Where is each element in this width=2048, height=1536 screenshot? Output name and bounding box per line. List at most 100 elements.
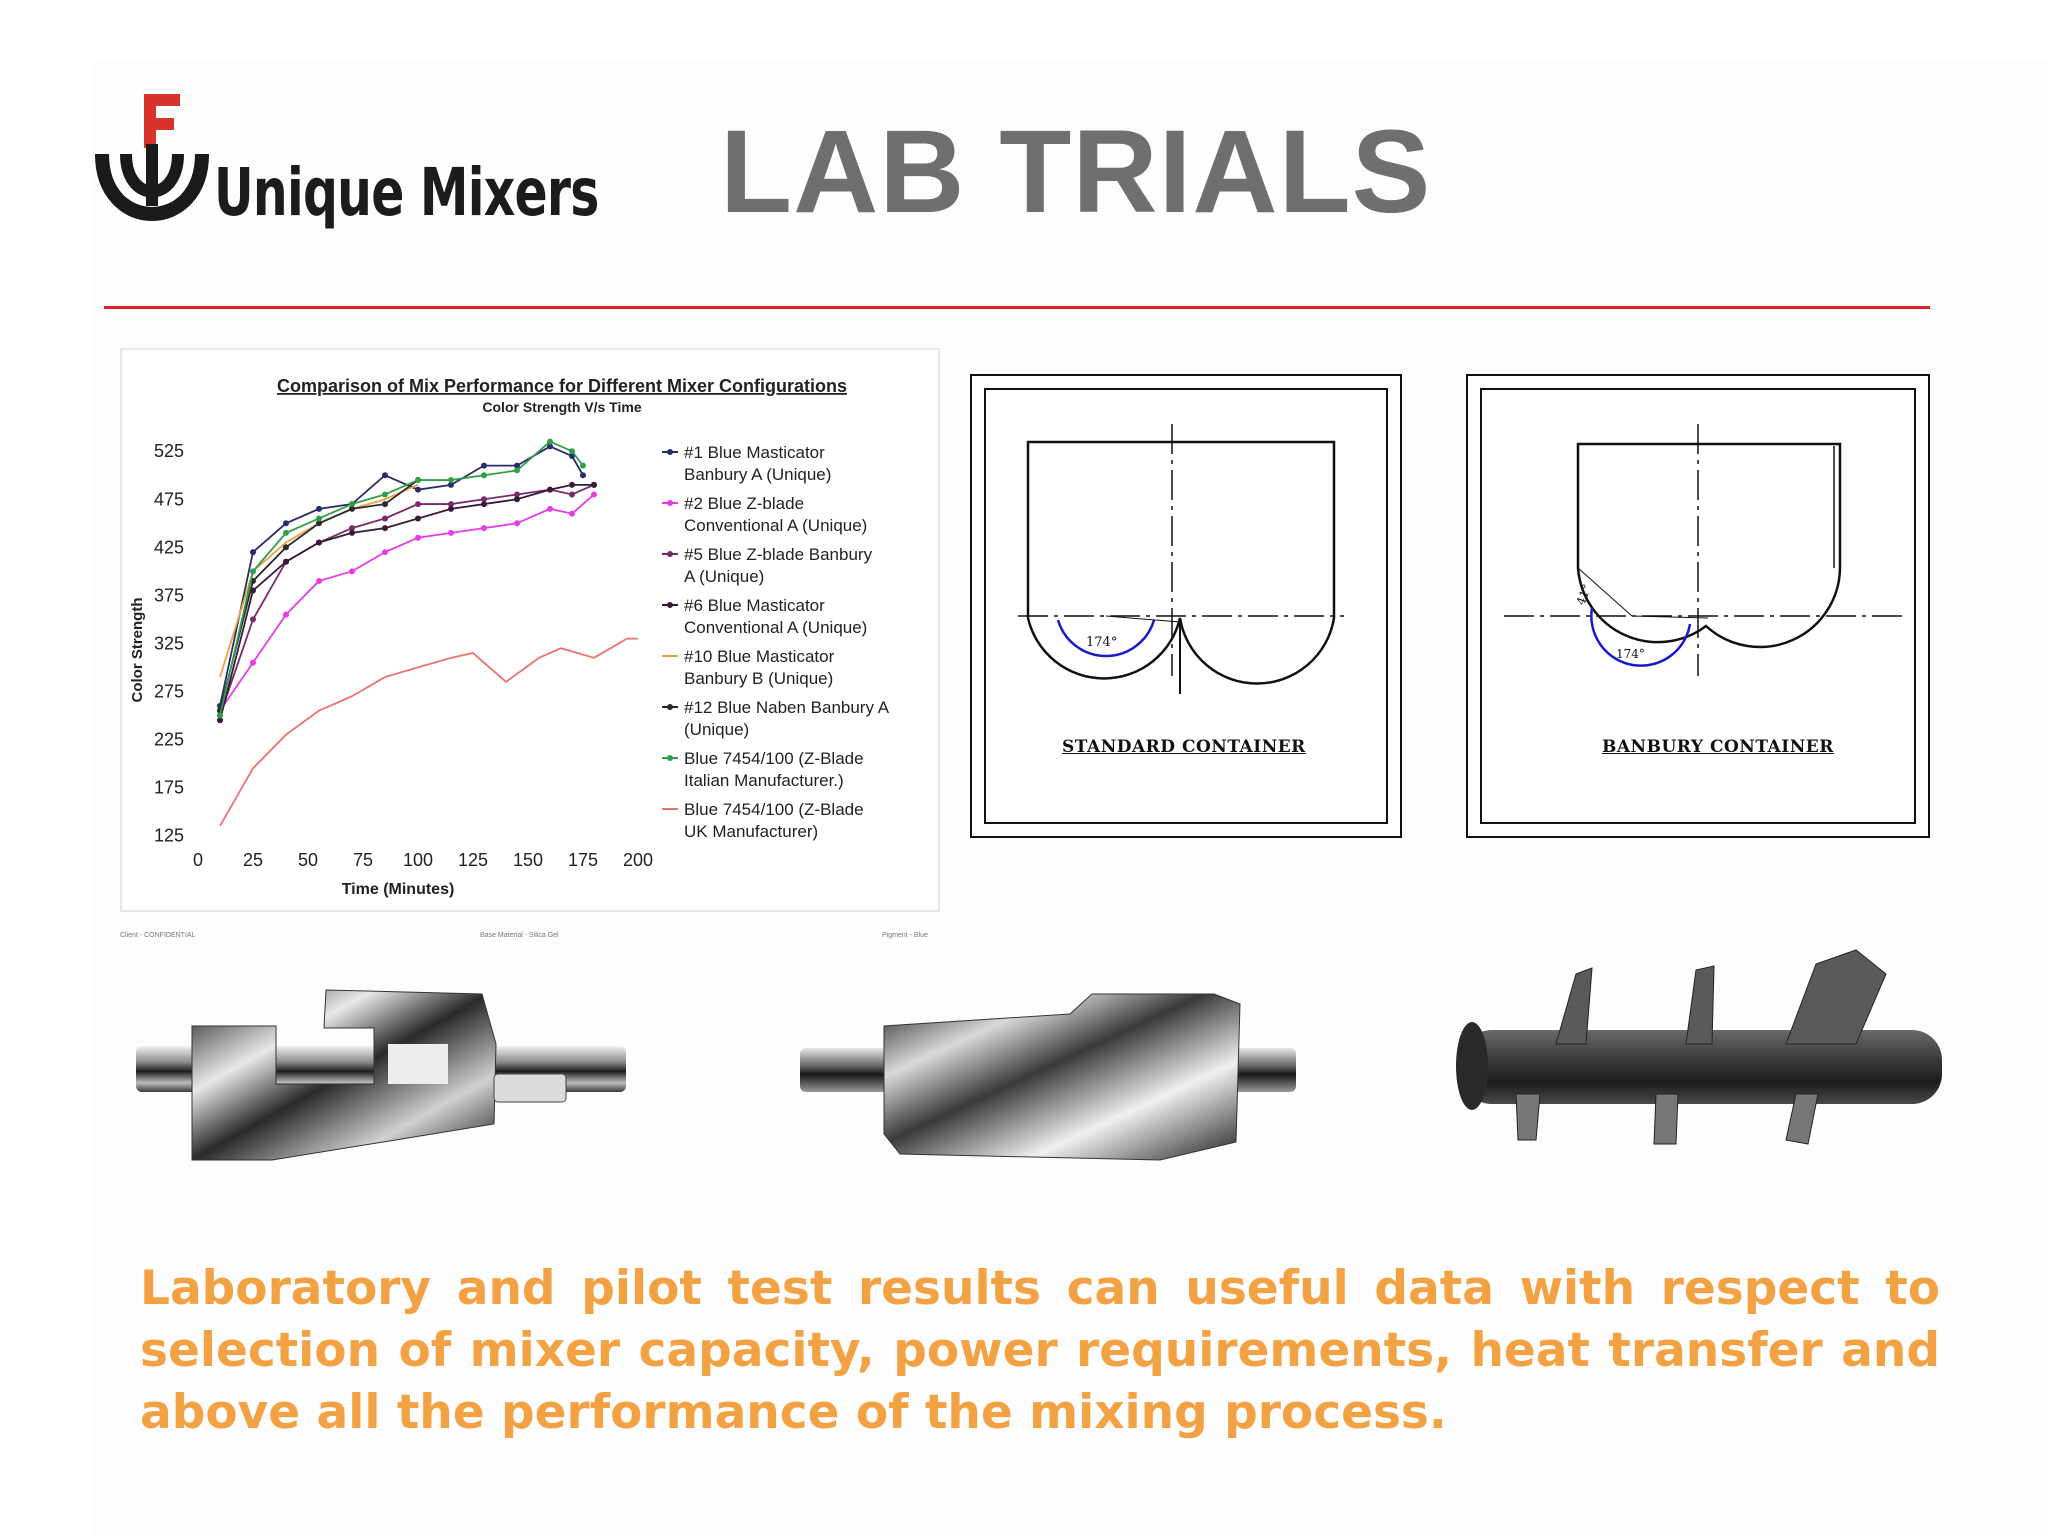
data-point xyxy=(316,577,322,584)
sigma-z-blade-icon xyxy=(136,989,626,1161)
data-point xyxy=(382,549,388,556)
masticator-blade-icon xyxy=(800,993,1296,1161)
series-line xyxy=(219,483,594,721)
data-point xyxy=(448,501,454,508)
x-tick-label: 175 xyxy=(568,850,598,870)
x-tick-label: 100 xyxy=(403,850,433,870)
chart-footer-right: Pigment - Blue xyxy=(882,932,928,939)
y-tick-label: 375 xyxy=(154,585,184,605)
chart-canvas: Comparison of Mix Performance for Differ… xyxy=(129,376,890,898)
data-point xyxy=(415,486,421,493)
data-point xyxy=(481,525,487,532)
legend-label: Blue 7454/100 (Z-Blade Italian Manufactur… xyxy=(684,749,864,790)
x-axis-label: Time (Minutes) xyxy=(342,881,455,898)
data-point xyxy=(349,525,355,532)
legend-label: #10 Blue Masticator Banbury B (Unique) xyxy=(684,647,835,688)
data-point xyxy=(250,568,256,575)
data-point xyxy=(316,539,322,546)
data-point xyxy=(250,616,256,623)
data-point xyxy=(448,481,454,488)
data-point xyxy=(481,472,487,479)
data-point xyxy=(569,481,575,488)
data-point xyxy=(514,496,520,503)
data-point xyxy=(448,477,454,484)
data-point xyxy=(415,534,421,541)
data-point xyxy=(415,501,421,508)
banbury-container-icon: 174° 41° xyxy=(1504,424,1908,676)
data-point xyxy=(217,717,223,724)
data-point xyxy=(547,438,553,445)
data-point xyxy=(349,568,355,575)
y-tick-label: 275 xyxy=(154,681,184,701)
legend-label: Blue 7454/100 (Z-Blade UK Manufacturer) xyxy=(684,800,864,841)
data-point xyxy=(448,505,454,512)
x-tick-label: 50 xyxy=(298,850,318,870)
series-line xyxy=(219,445,584,707)
data-point xyxy=(349,505,355,512)
angle-label-side: 41° xyxy=(1574,582,1594,607)
data-point xyxy=(481,501,487,508)
legend-marker xyxy=(667,602,673,608)
standard-container-drawing: 174° xyxy=(970,374,1402,838)
legend-marker xyxy=(667,551,673,557)
chart-title: Comparison of Mix Performance for Differ… xyxy=(277,376,847,396)
brand-name: Unique Mixers xyxy=(214,154,599,231)
drawing-border xyxy=(1480,388,1916,824)
x-tick-label: 0 xyxy=(193,850,203,870)
x-tick-label: 25 xyxy=(243,850,263,870)
series-line xyxy=(219,493,595,712)
data-point xyxy=(448,529,454,536)
data-point xyxy=(283,529,289,536)
data-point xyxy=(569,491,575,498)
angle-label: 174° xyxy=(1086,635,1117,650)
data-point xyxy=(283,611,289,618)
legend-marker xyxy=(667,500,673,506)
data-point xyxy=(217,712,223,719)
angle-label-bottom: 174° xyxy=(1616,647,1645,661)
y-tick-label: 475 xyxy=(154,489,184,509)
chart-footer-left: Client - CONFIDENTIAL xyxy=(120,932,196,939)
data-point xyxy=(250,549,256,556)
data-point xyxy=(382,472,388,479)
data-point xyxy=(547,443,553,450)
data-point xyxy=(283,544,289,551)
x-tick-label: 200 xyxy=(623,850,653,870)
x-tick-label: 75 xyxy=(353,850,373,870)
y-tick-label: 125 xyxy=(154,826,184,846)
banbury-container-caption: BANBURY CONTAINER xyxy=(1602,737,1834,757)
data-point xyxy=(547,505,553,512)
legend-label: #6 Blue Masticator Conventional A (Unique… xyxy=(684,596,867,637)
y-tick-label: 175 xyxy=(154,778,184,798)
data-point xyxy=(514,467,520,474)
y-tick-label: 225 xyxy=(154,729,184,749)
data-point xyxy=(316,515,322,522)
naben-spiral-blade-icon xyxy=(1456,949,1942,1145)
data-point xyxy=(591,491,597,498)
x-tick-label: 150 xyxy=(513,850,543,870)
title-divider xyxy=(104,306,1930,309)
data-point xyxy=(580,462,586,469)
legend-marker xyxy=(667,704,673,710)
legend-label: #1 Blue Masticator Banbury A (Unique) xyxy=(684,443,831,484)
data-point xyxy=(481,496,487,503)
data-point xyxy=(514,462,520,469)
data-point xyxy=(382,501,388,508)
legend-marker xyxy=(667,449,673,455)
data-point xyxy=(283,520,289,527)
body-paragraph: Laboratory and pilot test results can us… xyxy=(140,1261,1940,1440)
data-point xyxy=(382,515,388,522)
standard-container-icon: 174° xyxy=(1018,424,1344,694)
chart-subtitle: Color Strength V/s Time xyxy=(482,399,641,415)
series-line xyxy=(219,484,595,716)
y-axis-label: Color Strength xyxy=(129,598,146,703)
legend-label: #2 Blue Z-blade Conventional A (Unique) xyxy=(684,494,867,535)
unique-mixers-logo-icon xyxy=(95,94,209,221)
data-point xyxy=(316,520,322,527)
chart-footer-center: Base Material - Silica Gel xyxy=(480,932,559,939)
y-tick-label: 525 xyxy=(154,441,184,461)
data-point xyxy=(382,525,388,532)
x-tick-label: 125 xyxy=(458,850,488,870)
data-point xyxy=(569,510,575,517)
data-point xyxy=(415,477,421,484)
data-point xyxy=(349,501,355,508)
